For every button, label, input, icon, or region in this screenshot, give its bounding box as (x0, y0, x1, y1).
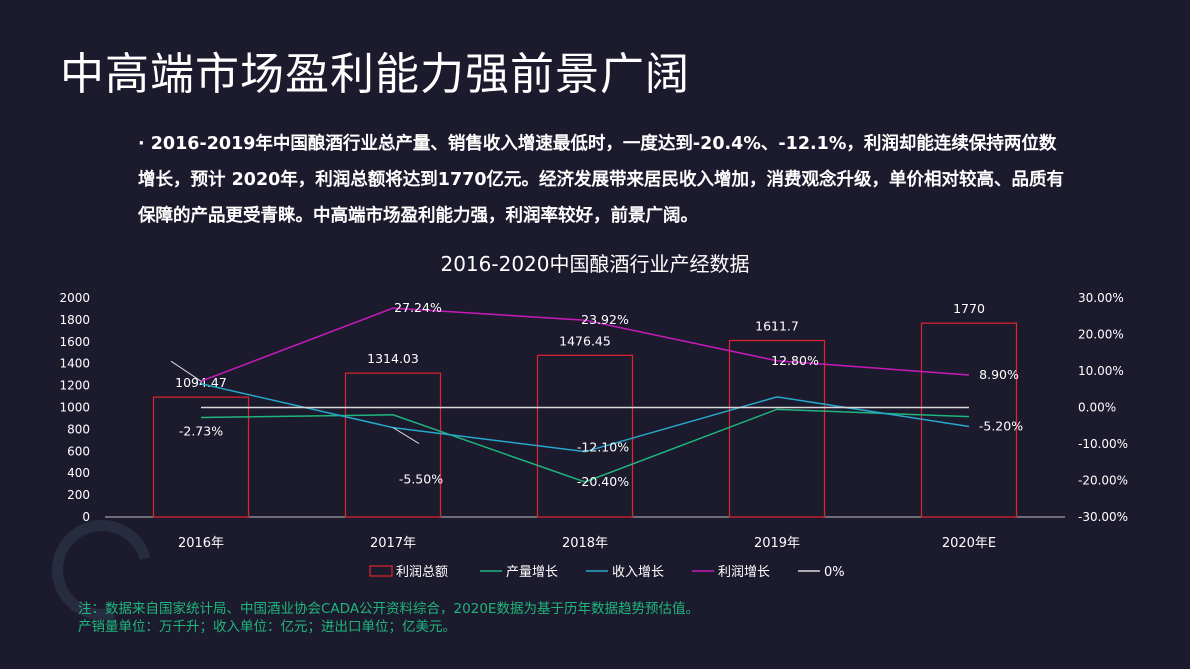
y-left-tick-label: 400 (67, 466, 90, 480)
legend-label: 0% (824, 565, 845, 580)
y-left-tick-label: 2000 (59, 291, 90, 305)
line-value-label: -5.20% (979, 418, 1023, 433)
x-tick-label: 2017年 (370, 536, 416, 551)
line-value-label: -20.40% (577, 474, 629, 489)
label-leader-line (392, 427, 420, 445)
footnote-line-1: 注：数据来自国家统计局、中国酒业协会CADA公开资料综合，2020E数据为基于历… (78, 601, 699, 617)
line-value-label: 27.24% (394, 300, 442, 315)
x-tick-label: 2020年E (942, 536, 996, 551)
y-right-tick-label: 10.00% (1078, 364, 1124, 378)
y-right-tick-label: -20.00% (1078, 474, 1128, 488)
y-right-tick-label: 30.00% (1078, 291, 1124, 305)
x-tick-label: 2019年 (754, 536, 800, 551)
bar (536, 354, 634, 518)
y-left-tick-label: 1600 (59, 335, 90, 349)
legend-label: 收入增长 (612, 565, 664, 580)
summary-paragraph: · 2016-2019年中国酿酒行业总产量、销售收入增速最低时，一度达到-20.… (138, 134, 1065, 226)
line-value-label: 23.92% (581, 312, 629, 327)
line-value-label: -5.50% (399, 472, 443, 487)
chart-title: 2016-2020中国酿酒行业产经数据 (440, 252, 750, 276)
y-left-tick-label: 1800 (59, 313, 90, 327)
line-value-label: 12.80% (771, 353, 819, 368)
y-right-tick-label: -10.00% (1078, 437, 1128, 451)
bar-value-label: 1770 (953, 301, 985, 316)
y-right-tick-label: 0.00% (1078, 401, 1116, 415)
label-leader-line (170, 360, 202, 382)
slide-title: 中高端市场盈利能力强前景广阔 (60, 49, 690, 100)
series-line (200, 408, 970, 483)
legend-label: 利润增长 (718, 565, 770, 580)
x-tick-label: 2016年 (178, 536, 224, 551)
y-left-tick-label: 1200 (59, 379, 90, 393)
legend-label: 利润总额 (396, 565, 448, 580)
bar-value-label: 1476.45 (559, 333, 611, 348)
y-left-tick-label: 800 (67, 422, 90, 436)
line-value-label: -12.10% (577, 440, 629, 455)
footnote: 注：数据来自国家统计局、中国酒业协会CADA公开资料综合，2020E数据为基于历… (78, 600, 699, 636)
line-value-label: 8.90% (979, 367, 1019, 382)
y-right-tick-label: -30.00% (1078, 510, 1128, 524)
bar (344, 372, 442, 518)
y-left-tick-label: 200 (67, 488, 90, 502)
line-value-label: -2.73% (179, 423, 223, 438)
x-tick-label: 2018年 (562, 536, 608, 551)
bar-value-label: 1314.03 (367, 351, 419, 366)
y-left-tick-label: 1400 (59, 357, 90, 371)
legend-swatch (369, 565, 393, 577)
y-left-tick-label: 600 (67, 444, 90, 458)
legend-label: 产量增长 (506, 565, 558, 580)
series-line (200, 307, 970, 382)
footnote-line-2: 产销量单位：万千升；收入单位：亿元；进出口单位；亿美元。 (78, 619, 456, 635)
bar (152, 396, 250, 518)
bar (728, 339, 826, 518)
y-left-tick-label: 0 (82, 510, 90, 524)
bar-value-label: 1611.7 (755, 319, 799, 334)
y-left-tick-label: 1000 (59, 401, 90, 415)
bar (920, 322, 1018, 518)
y-right-tick-label: 20.00% (1078, 328, 1124, 342)
